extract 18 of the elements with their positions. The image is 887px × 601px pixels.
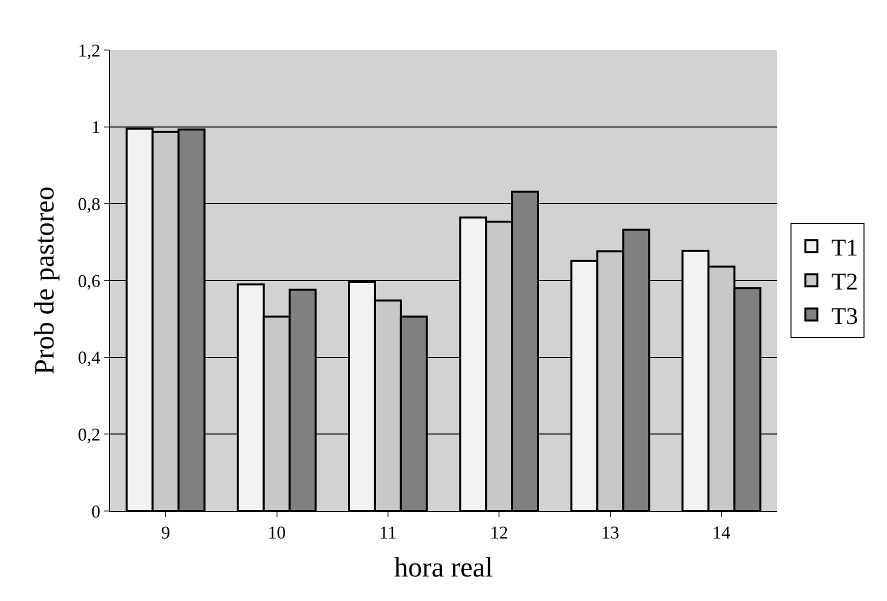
x-tick-label: 9 [161, 522, 170, 543]
x-tick-label: 11 [379, 522, 397, 543]
y-tick-label: 0,4 [78, 348, 100, 368]
y-tick-label: 0,8 [78, 194, 100, 214]
y-axis-title: Prob de pastoreo [30, 186, 61, 375]
y-tick-label: 1,2 [78, 40, 100, 60]
y-tick-label: 1 [91, 117, 100, 138]
x-tick-label: 14 [712, 522, 730, 543]
y-tick-label: 0,2 [78, 424, 100, 444]
legend-label: T3 [831, 304, 858, 330]
x-tick-label: 10 [268, 522, 286, 543]
x-axis-title: hora real [394, 552, 494, 584]
legend-label: T2 [831, 270, 858, 296]
y-tick-label: 0,6 [78, 270, 100, 291]
x-tick-label: 13 [601, 522, 620, 543]
x-tick-label: 12 [490, 522, 508, 543]
legend-label: T1 [831, 235, 858, 262]
y-tick-label: 0 [91, 501, 100, 522]
